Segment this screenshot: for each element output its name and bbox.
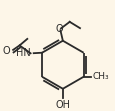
Text: CH₃: CH₃ bbox=[92, 72, 108, 81]
Text: HN: HN bbox=[16, 48, 31, 58]
Text: O: O bbox=[55, 24, 63, 34]
Text: OH: OH bbox=[55, 100, 70, 110]
Text: O: O bbox=[3, 46, 10, 56]
